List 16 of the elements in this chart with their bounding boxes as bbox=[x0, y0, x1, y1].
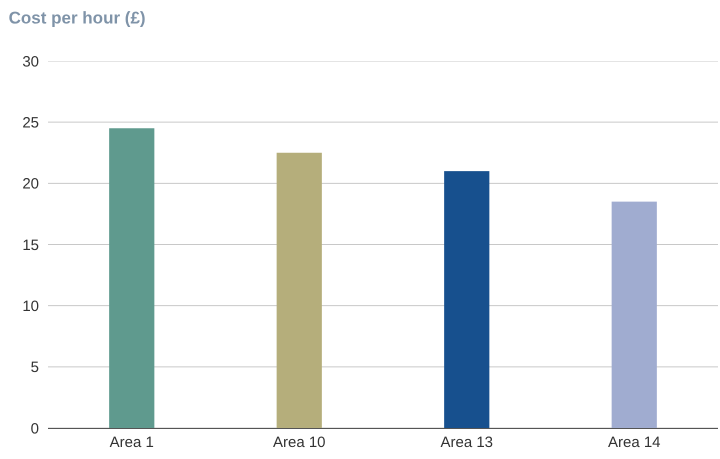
y-tick-label: 10 bbox=[22, 298, 39, 315]
x-tick-label: Area 14 bbox=[608, 434, 661, 451]
y-tick-label: 30 bbox=[22, 53, 39, 70]
chart-title: Cost per hour (£) bbox=[8, 8, 146, 28]
y-tick-label: 0 bbox=[30, 420, 39, 438]
y-tick-label: 5 bbox=[30, 359, 39, 376]
bar bbox=[109, 128, 154, 428]
bar bbox=[612, 202, 657, 428]
bar bbox=[276, 152, 322, 428]
x-tick-label: Area 13 bbox=[440, 434, 494, 451]
y-tick-label: 20 bbox=[22, 176, 39, 193]
x-tick-label: Area 10 bbox=[272, 434, 326, 451]
x-tick-label: Area 1 bbox=[110, 434, 154, 451]
y-tick-label: 25 bbox=[22, 114, 39, 132]
y-tick-label: 15 bbox=[22, 236, 39, 254]
bar bbox=[444, 171, 490, 428]
